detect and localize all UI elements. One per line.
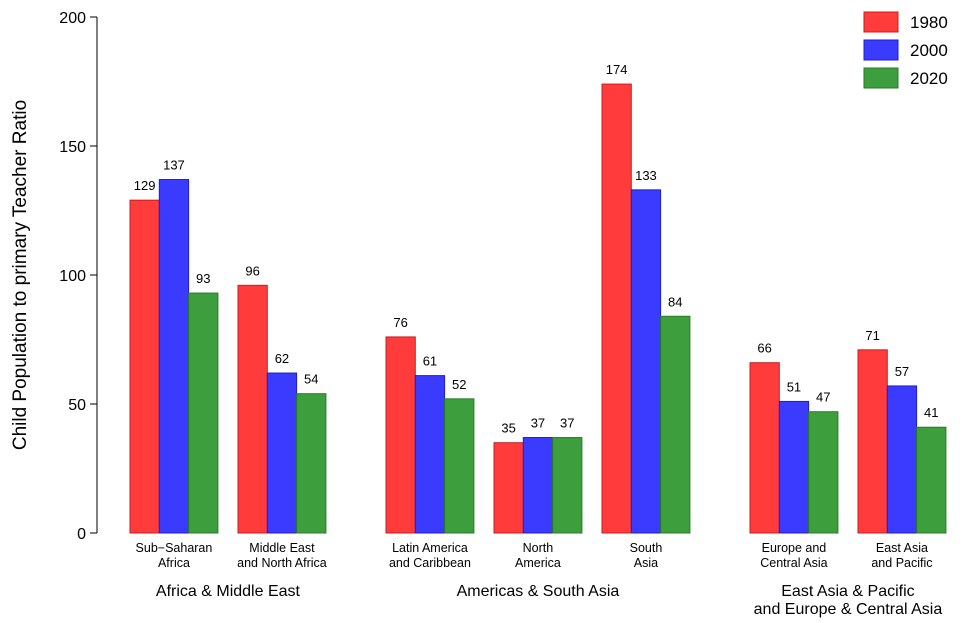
bar xyxy=(493,442,524,534)
bar xyxy=(808,411,839,534)
y-tick-label: 200 xyxy=(59,10,86,27)
value-label: 62 xyxy=(275,351,289,366)
bar xyxy=(129,199,160,534)
bar xyxy=(385,336,416,534)
value-label: 96 xyxy=(245,263,259,278)
bar xyxy=(749,362,780,534)
value-label: 57 xyxy=(895,364,909,379)
bar xyxy=(552,437,583,534)
y-axis-label: Child Population to primary Teacher Rati… xyxy=(10,100,31,450)
value-label: 66 xyxy=(757,341,771,356)
legend-label: 2020 xyxy=(910,69,948,88)
y-tick-label: 100 xyxy=(59,268,86,285)
value-label: 71 xyxy=(865,328,879,343)
x-tick-label: Middle East and North Africa xyxy=(237,541,327,570)
value-label: 137 xyxy=(163,158,185,173)
bar xyxy=(158,179,190,534)
legend-swatch xyxy=(863,11,899,33)
bar xyxy=(857,349,888,534)
y-tick-label: 0 xyxy=(77,526,86,543)
group-label: Americas & South Asia xyxy=(457,583,620,600)
value-label: 51 xyxy=(787,379,801,394)
y-tick-label: 150 xyxy=(59,139,86,156)
bar xyxy=(886,385,918,534)
y-tick-label: 50 xyxy=(68,397,86,414)
x-tick-label: Latin America and Caribbean xyxy=(389,541,471,570)
legend-label: 2000 xyxy=(910,41,948,60)
value-label: 76 xyxy=(393,315,407,330)
value-label: 129 xyxy=(134,178,156,193)
x-tick-label: Sub−Saharan Africa xyxy=(136,541,213,570)
x-tick-label: North America xyxy=(515,541,561,570)
group-label: Africa & Middle East xyxy=(156,583,301,600)
bar xyxy=(266,372,298,534)
value-label: 84 xyxy=(668,294,682,309)
value-label: 35 xyxy=(501,421,515,436)
value-label: 37 xyxy=(531,416,545,431)
bar xyxy=(660,315,691,534)
bar xyxy=(778,400,810,534)
bar xyxy=(188,292,219,534)
x-tick-label: Europe and Central Asia xyxy=(760,541,827,570)
bar xyxy=(237,284,268,534)
value-label: 52 xyxy=(452,377,466,392)
value-label: 54 xyxy=(304,372,318,387)
legend-label: 1980 xyxy=(910,13,948,32)
legend-swatch xyxy=(863,39,899,61)
value-label: 47 xyxy=(816,390,830,405)
value-label: 37 xyxy=(560,416,574,431)
bar xyxy=(444,398,475,534)
bar xyxy=(916,426,947,534)
value-label: 61 xyxy=(423,354,437,369)
value-label: 93 xyxy=(196,271,210,286)
value-label: 133 xyxy=(635,168,657,183)
group-label: East Asia & Pacific and Europe & Central … xyxy=(754,583,943,618)
bar xyxy=(630,189,662,534)
bar xyxy=(296,393,327,534)
bar xyxy=(414,375,446,534)
bar xyxy=(601,83,632,534)
value-label: 41 xyxy=(924,405,938,420)
x-tick-label: South Asia xyxy=(630,541,663,570)
bar xyxy=(522,437,554,534)
value-label: 174 xyxy=(606,62,628,77)
x-tick-label: East Asia and Pacific xyxy=(871,541,932,570)
legend-swatch xyxy=(863,67,899,89)
